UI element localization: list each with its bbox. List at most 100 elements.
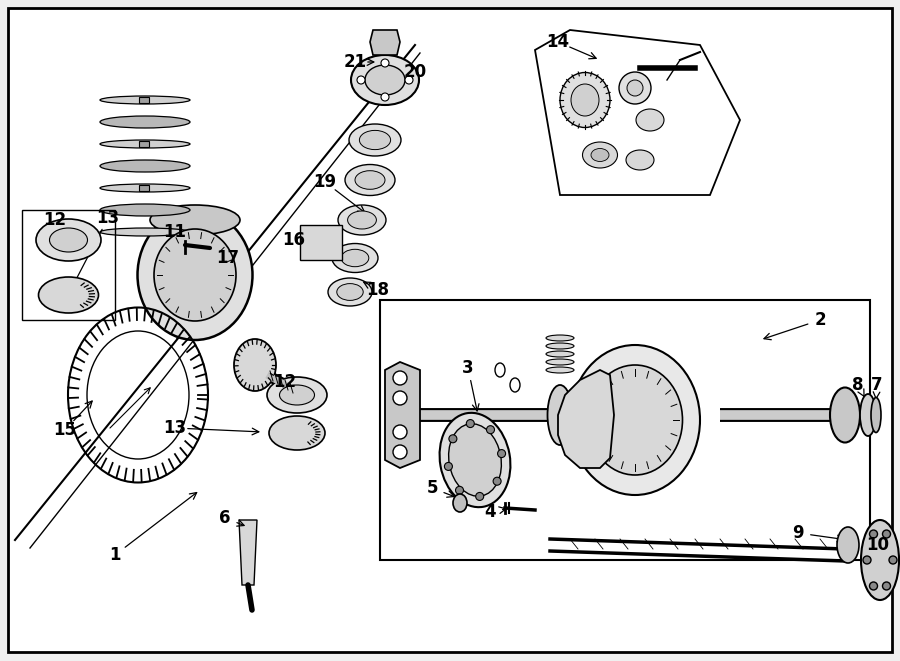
Text: 19: 19: [313, 173, 337, 191]
Circle shape: [393, 371, 407, 385]
Polygon shape: [239, 520, 257, 585]
Ellipse shape: [332, 243, 378, 272]
Circle shape: [883, 582, 890, 590]
Circle shape: [357, 76, 365, 84]
Text: 7: 7: [871, 376, 883, 394]
Text: 1: 1: [109, 546, 121, 564]
Text: 15: 15: [53, 421, 76, 439]
Ellipse shape: [338, 205, 386, 235]
Bar: [380, 300, 870, 560]
Ellipse shape: [547, 385, 572, 445]
Text: 9: 9: [792, 524, 804, 542]
Ellipse shape: [150, 205, 240, 235]
Polygon shape: [558, 370, 614, 468]
Ellipse shape: [582, 142, 617, 168]
Circle shape: [869, 582, 878, 590]
Circle shape: [487, 426, 494, 434]
Ellipse shape: [100, 184, 190, 192]
Ellipse shape: [154, 229, 236, 321]
Ellipse shape: [355, 171, 385, 189]
Ellipse shape: [328, 278, 372, 306]
Ellipse shape: [100, 140, 190, 148]
Ellipse shape: [627, 80, 643, 96]
Ellipse shape: [439, 413, 510, 507]
Ellipse shape: [100, 96, 190, 104]
Text: 8: 8: [852, 376, 864, 394]
Text: 5: 5: [427, 479, 437, 497]
Ellipse shape: [570, 345, 700, 495]
Circle shape: [445, 463, 453, 471]
Ellipse shape: [100, 116, 190, 128]
Ellipse shape: [341, 249, 369, 266]
Circle shape: [498, 449, 506, 457]
Ellipse shape: [39, 277, 98, 313]
Ellipse shape: [269, 416, 325, 450]
Bar: [139, 97, 149, 103]
Text: 20: 20: [403, 63, 427, 81]
Text: 18: 18: [366, 281, 390, 299]
Ellipse shape: [365, 65, 405, 95]
Ellipse shape: [234, 339, 276, 391]
Text: 12: 12: [274, 373, 297, 391]
Circle shape: [476, 492, 483, 500]
Text: 21: 21: [344, 53, 366, 71]
Circle shape: [493, 477, 501, 485]
Ellipse shape: [546, 343, 574, 349]
Ellipse shape: [448, 424, 501, 496]
Ellipse shape: [100, 160, 190, 172]
Ellipse shape: [347, 211, 376, 229]
Bar: [22, 210, 115, 320]
Ellipse shape: [636, 109, 664, 131]
Text: 16: 16: [283, 231, 305, 249]
Polygon shape: [370, 30, 400, 55]
Ellipse shape: [359, 130, 391, 149]
Text: 13: 13: [164, 419, 186, 437]
Ellipse shape: [351, 55, 419, 105]
Ellipse shape: [619, 72, 651, 104]
Circle shape: [863, 556, 871, 564]
Ellipse shape: [280, 385, 314, 405]
Ellipse shape: [860, 394, 876, 436]
Ellipse shape: [560, 73, 610, 128]
Ellipse shape: [837, 527, 859, 563]
Polygon shape: [385, 362, 420, 468]
Circle shape: [393, 445, 407, 459]
Circle shape: [869, 530, 878, 538]
Ellipse shape: [830, 387, 860, 442]
Text: 14: 14: [546, 33, 570, 51]
Ellipse shape: [546, 367, 574, 373]
Ellipse shape: [100, 228, 190, 236]
Text: 17: 17: [216, 249, 239, 267]
Circle shape: [393, 425, 407, 439]
Ellipse shape: [345, 165, 395, 196]
Circle shape: [466, 420, 474, 428]
Ellipse shape: [626, 150, 654, 170]
Bar: [139, 185, 149, 191]
Ellipse shape: [337, 284, 364, 300]
Text: 3: 3: [463, 359, 473, 377]
Circle shape: [889, 556, 897, 564]
Ellipse shape: [453, 494, 467, 512]
Bar: [300, 225, 342, 260]
Ellipse shape: [871, 397, 881, 432]
Ellipse shape: [546, 351, 574, 357]
Ellipse shape: [571, 84, 599, 116]
Ellipse shape: [861, 520, 899, 600]
Ellipse shape: [591, 149, 609, 161]
Ellipse shape: [36, 219, 101, 261]
Ellipse shape: [349, 124, 401, 156]
Circle shape: [405, 76, 413, 84]
Circle shape: [455, 486, 464, 494]
Ellipse shape: [588, 365, 682, 475]
Circle shape: [393, 391, 407, 405]
Text: 11: 11: [164, 223, 186, 241]
Text: 4: 4: [484, 503, 496, 521]
Circle shape: [883, 530, 890, 538]
Text: 2: 2: [814, 311, 826, 329]
Polygon shape: [535, 30, 740, 195]
Text: 6: 6: [220, 509, 230, 527]
Circle shape: [381, 59, 389, 67]
Ellipse shape: [100, 204, 190, 216]
Text: 10: 10: [867, 536, 889, 554]
Text: 12: 12: [43, 211, 67, 229]
